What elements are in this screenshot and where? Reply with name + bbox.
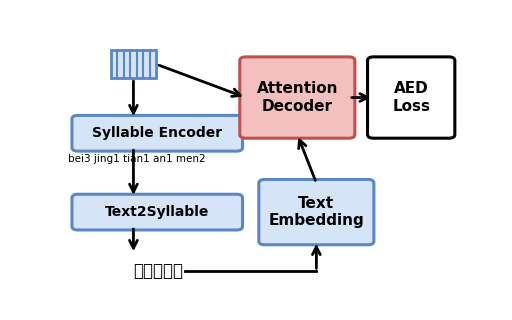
Text: bei3 jing1 tian1 an1 men2: bei3 jing1 tian1 an1 men2 [68, 154, 206, 164]
FancyBboxPatch shape [111, 50, 156, 78]
Text: Syllable Encoder: Syllable Encoder [92, 126, 222, 140]
Text: Text
Embedding: Text Embedding [268, 196, 364, 228]
FancyBboxPatch shape [72, 194, 243, 230]
Text: AED
Loss: AED Loss [392, 81, 430, 114]
FancyBboxPatch shape [240, 57, 355, 138]
FancyBboxPatch shape [368, 57, 455, 138]
FancyBboxPatch shape [72, 116, 243, 151]
Text: 北京天安门: 北京天安门 [134, 262, 183, 280]
FancyBboxPatch shape [259, 180, 374, 245]
Text: Attention
Decoder: Attention Decoder [257, 81, 338, 114]
Text: Text2Syllable: Text2Syllable [105, 205, 209, 219]
